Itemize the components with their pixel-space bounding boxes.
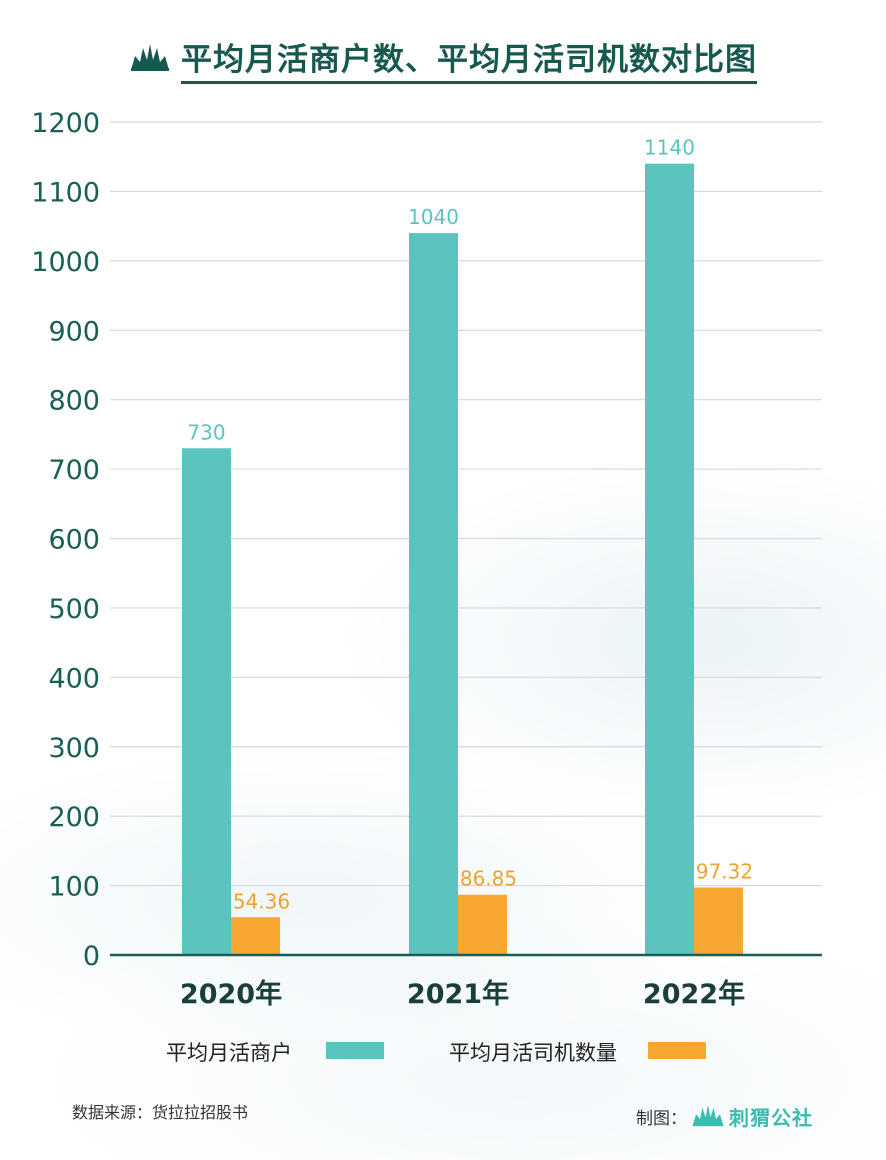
data-label: 1040 bbox=[408, 205, 459, 229]
data-source: 数据来源：货拉拉招股书 bbox=[72, 1103, 249, 1122]
legend-label-drivers: 平均月活司机数量 bbox=[449, 1041, 617, 1065]
leaf-crown-icon bbox=[129, 42, 171, 76]
y-tick-label: 300 bbox=[48, 733, 100, 764]
leaf-crown-icon bbox=[691, 1103, 725, 1131]
data-labels: 730 54.36 1040 86.85 1140 97.32 bbox=[187, 136, 753, 914]
y-tick-label: 100 bbox=[48, 872, 100, 903]
title-text: 平均月活商户数、平均月活司机数对比图 bbox=[181, 34, 757, 84]
data-label: 54.36 bbox=[233, 889, 290, 913]
y-tick-label: 700 bbox=[48, 455, 100, 486]
brand-name: 刺猬公社 bbox=[729, 1106, 813, 1130]
x-tick-label: 2021年 bbox=[407, 978, 509, 1010]
chart-title: 平均月活商户数、平均月活司机数对比图 bbox=[0, 34, 886, 84]
data-label: 1140 bbox=[644, 136, 695, 160]
y-tick-label: 600 bbox=[48, 525, 100, 556]
y-tick-label: 1200 bbox=[31, 108, 100, 139]
bar-drivers bbox=[231, 917, 280, 955]
bar-drivers bbox=[694, 887, 743, 955]
bar-merchants bbox=[409, 233, 458, 956]
data-label: 97.32 bbox=[696, 859, 753, 883]
x-tick-label: 2022年 bbox=[643, 978, 745, 1010]
y-tick-label: 1100 bbox=[31, 177, 100, 208]
data-label: 730 bbox=[187, 420, 225, 444]
x-tick-label: 2020年 bbox=[180, 978, 282, 1010]
y-tick-label: 900 bbox=[48, 316, 100, 347]
y-axis: 0 100 200 300 400 500 600 700 800 900 1000 1100 1200 bbox=[31, 108, 100, 972]
legend-swatch-merchants bbox=[326, 1042, 384, 1059]
x-axis: 2020年 2021年 2022年 bbox=[110, 953, 822, 1010]
y-tick-label: 800 bbox=[48, 386, 100, 417]
bar-drivers bbox=[458, 894, 507, 955]
data-label: 86.85 bbox=[460, 867, 517, 891]
legend-label-merchants: 平均月活商户 bbox=[166, 1041, 292, 1065]
bars bbox=[182, 163, 743, 956]
y-tick-label: 200 bbox=[48, 802, 100, 833]
bar-merchants bbox=[645, 163, 694, 955]
legend-swatch-drivers bbox=[648, 1042, 706, 1059]
bar-merchants bbox=[182, 448, 231, 955]
y-tick-label: 1000 bbox=[31, 247, 100, 278]
y-tick-label: 0 bbox=[83, 941, 100, 972]
y-tick-label: 500 bbox=[48, 594, 100, 625]
y-tick-label: 400 bbox=[48, 663, 100, 694]
credit-label: 制图： bbox=[636, 1109, 687, 1129]
credit: 制图： 刺猬公社 bbox=[636, 1102, 813, 1131]
